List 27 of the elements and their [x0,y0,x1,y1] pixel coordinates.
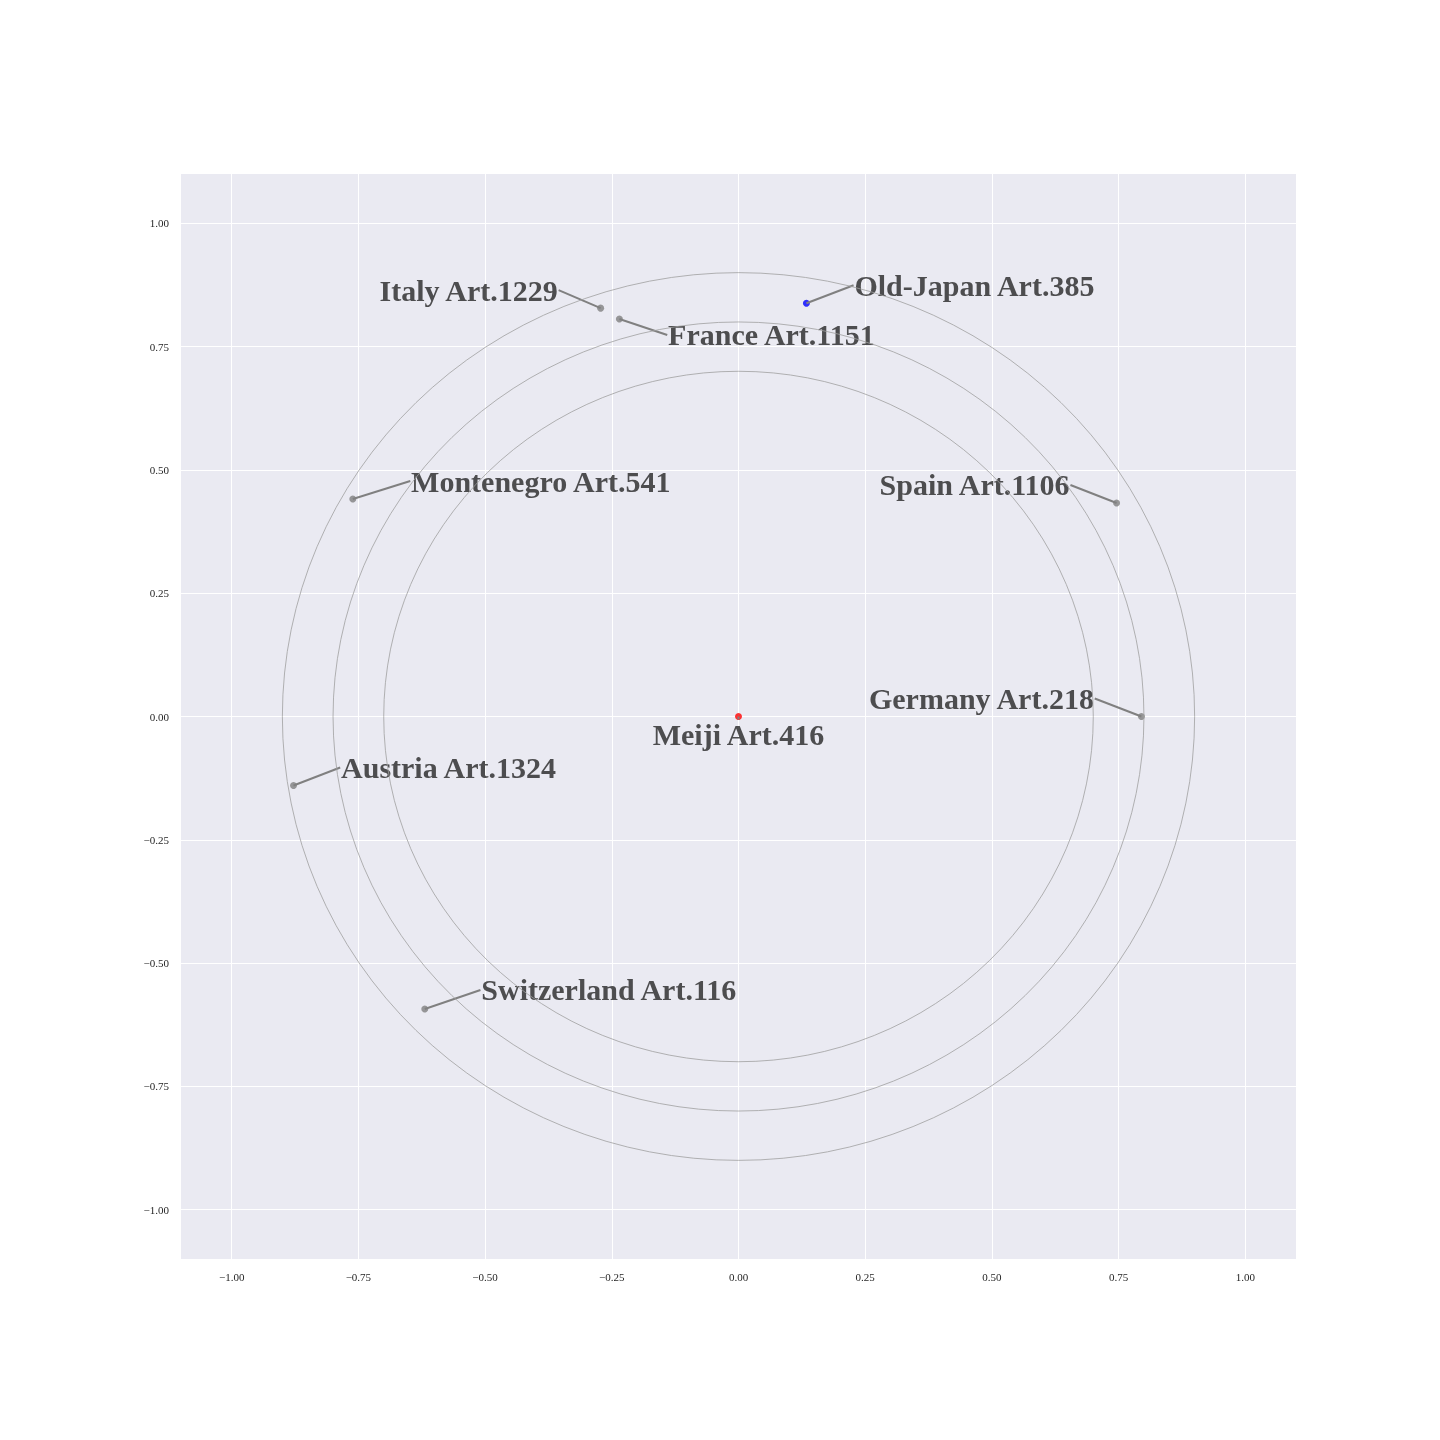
annotation: Spain Art.1106 [879,468,1070,502]
x-tick-label: 0.00 [728,1270,749,1283]
x-tick-label: −0.25 [599,1270,626,1283]
y-tick-label: −0.25 [143,833,170,846]
x-tick-label: 0.25 [855,1270,876,1283]
y-tick-label: 0.50 [149,463,170,476]
annotation: France Art.1151 [668,318,875,352]
y-tick-label: 0.25 [149,587,170,600]
x-tick-label: 1.00 [1235,1270,1256,1283]
x-tick-label: 0.50 [982,1270,1003,1283]
annotation: Montenegro Art.541 [411,464,671,498]
y-tick-label: 0.00 [149,710,170,723]
annotation: Italy Art.1229 [379,273,558,307]
y-tick-label: −0.75 [143,1080,170,1093]
y-tick-label: −0.50 [143,957,170,970]
y-tick-label: −1.00 [143,1203,170,1216]
y-tick-label: 1.00 [149,217,170,230]
x-tick-label: −0.50 [472,1270,499,1283]
annotation: Meiji Art.416 [652,718,825,751]
x-tick-label: −0.75 [345,1270,372,1283]
annotation: Austria Art.1324 [341,751,557,785]
x-tick-label: −1.00 [218,1270,245,1283]
annotation: Old-Japan Art.385 [854,268,1095,302]
x-tick-label: 0.75 [1108,1270,1129,1283]
y-tick-label: 0.75 [149,340,170,353]
annotation: Germany Art.218 [868,682,1094,715]
annotation: Switzerland Art.116 [481,973,737,1007]
